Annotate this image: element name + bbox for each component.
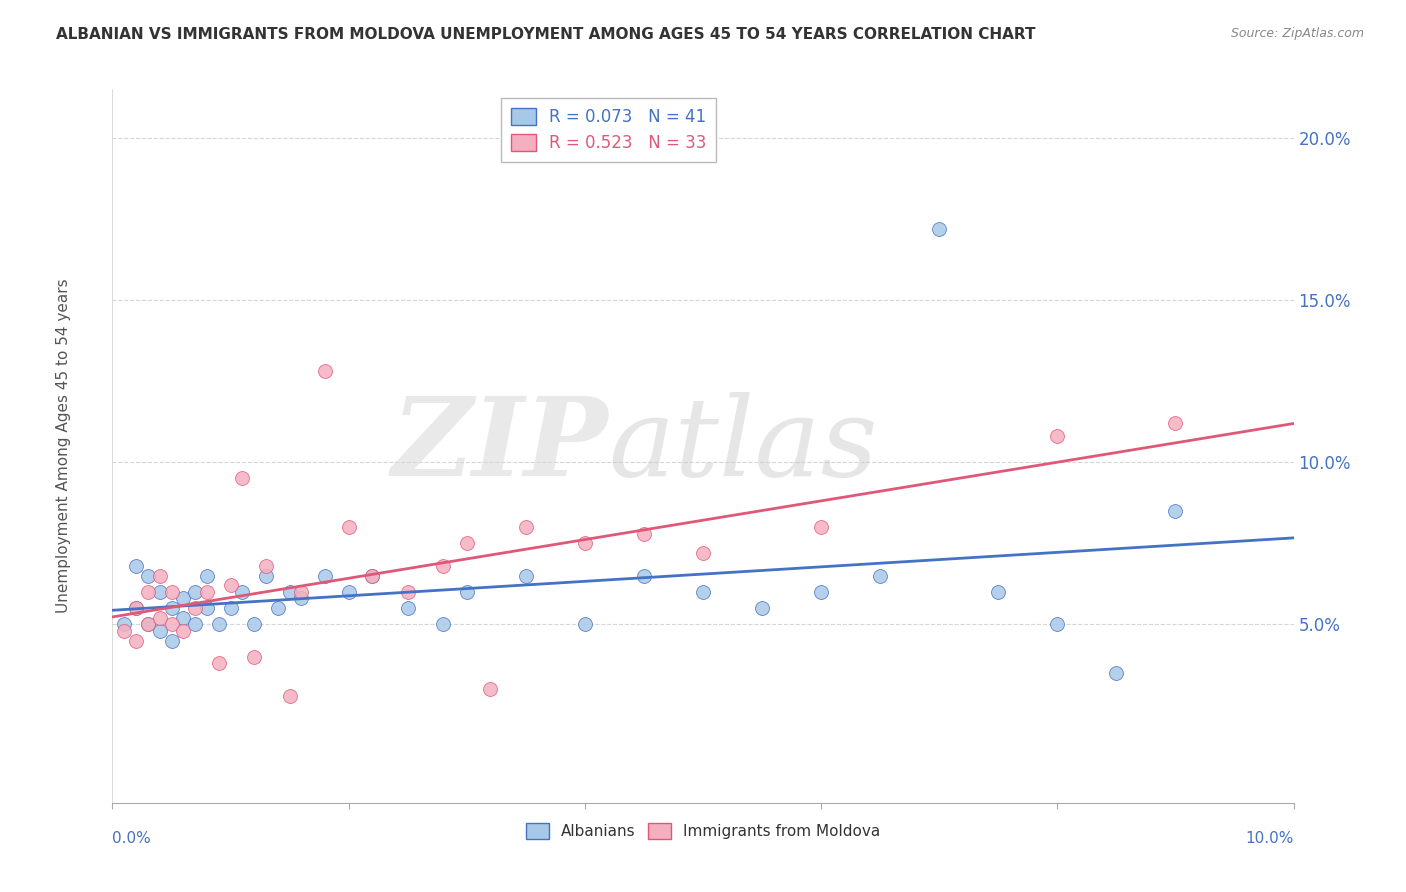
Point [125,601,148,615]
Point [172,591,194,606]
Point [149,568,172,582]
Point [112,624,135,638]
Point [869,568,891,582]
Point [208,657,231,671]
Point [219,601,242,615]
Point [1105,666,1128,681]
Point [479,682,502,697]
Point [751,601,773,615]
Point [172,624,194,638]
Point [231,585,253,599]
Point [456,536,478,550]
Point [149,585,172,599]
Point [314,364,336,378]
Point [160,601,183,615]
Point [456,585,478,599]
Point [361,568,384,582]
Point [337,585,360,599]
Point [160,633,183,648]
Point [633,568,655,582]
Text: 10.0%: 10.0% [1246,831,1294,847]
Point [254,559,277,574]
Point [243,617,266,632]
Point [149,624,172,638]
Point [692,546,714,560]
Point [136,617,159,632]
Point [432,617,454,632]
Text: atlas: atlas [609,392,879,500]
Point [136,568,159,582]
Point [136,617,159,632]
Text: Source: ZipAtlas.com: Source: ZipAtlas.com [1230,27,1364,40]
Point [396,585,419,599]
Text: ALBANIAN VS IMMIGRANTS FROM MOLDOVA UNEMPLOYMENT AMONG AGES 45 TO 54 YEARS CORRE: ALBANIAN VS IMMIGRANTS FROM MOLDOVA UNEM… [56,27,1036,42]
Point [125,559,148,574]
Point [396,601,419,615]
Point [314,568,336,582]
Point [172,611,194,625]
Point [195,585,218,599]
Text: Unemployment Among Ages 45 to 54 years: Unemployment Among Ages 45 to 54 years [56,278,70,614]
Text: 0.0%: 0.0% [112,831,152,847]
Point [515,520,537,534]
Point [1164,504,1187,518]
Point [574,536,596,550]
Point [1046,429,1069,443]
Point [112,617,135,632]
Point [125,601,148,615]
Point [149,611,172,625]
Point [290,591,312,606]
Point [184,601,207,615]
Point [208,617,231,632]
Point [574,617,596,632]
Point [195,568,218,582]
Point [278,585,301,599]
Point [231,471,253,485]
Point [1046,617,1069,632]
Point [254,568,277,582]
Point [278,689,301,703]
Point [136,585,159,599]
Point [195,601,218,615]
Point [184,617,207,632]
Point [810,585,832,599]
Point [361,568,384,582]
Point [290,585,312,599]
Point [515,568,537,582]
Point [987,585,1010,599]
Point [633,526,655,541]
Point [160,585,183,599]
Point [432,559,454,574]
Point [692,585,714,599]
Point [125,633,148,648]
Point [243,649,266,664]
Point [267,601,290,615]
Point [160,617,183,632]
Legend: Albanians, Immigrants from Moldova: Albanians, Immigrants from Moldova [520,817,886,845]
Text: ZIP: ZIP [392,392,609,500]
Point [337,520,360,534]
Point [184,585,207,599]
Point [219,578,242,592]
Point [1164,417,1187,431]
Point [928,221,950,235]
Point [810,520,832,534]
